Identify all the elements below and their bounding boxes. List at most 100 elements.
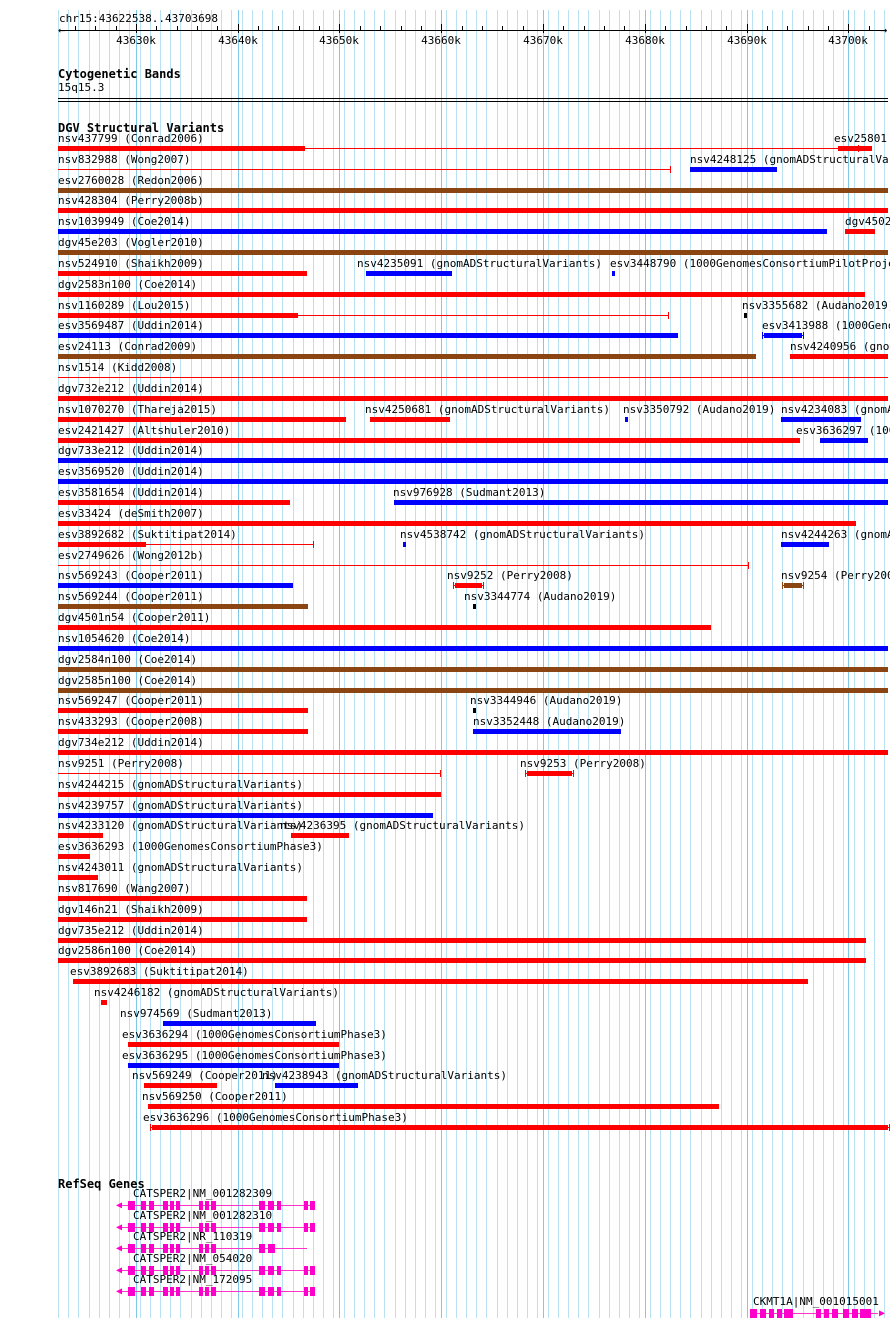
dgv-variant-label[interactable]: nsv428304 (Perry2008b) bbox=[58, 194, 204, 207]
gene-exon[interactable] bbox=[211, 1287, 216, 1296]
dgv-variant-bar[interactable] bbox=[58, 708, 308, 713]
dgv-variant-label[interactable]: esv33424 (deSmith2007) bbox=[58, 507, 204, 520]
gene-exon[interactable] bbox=[304, 1266, 308, 1275]
dgv-variant-label[interactable]: esv2421427 (Altshuler2010) bbox=[58, 424, 231, 437]
gene-exon[interactable] bbox=[199, 1223, 203, 1232]
gene-exon[interactable] bbox=[268, 1287, 274, 1296]
dgv-variant-bar[interactable] bbox=[58, 625, 711, 630]
axis-arrow-left[interactable]: ← bbox=[58, 23, 66, 37]
dgv-variant-label[interactable]: nsv9253 (Perry2008) bbox=[520, 757, 646, 770]
dgv-variant-bar[interactable] bbox=[58, 458, 888, 463]
dgv-variant-bar[interactable] bbox=[403, 542, 406, 547]
gene-exon[interactable] bbox=[170, 1201, 174, 1210]
dgv-variant-label[interactable]: nsv4248125 (gnomADStructuralVariants) bbox=[690, 153, 890, 166]
gene-exon[interactable] bbox=[816, 1309, 821, 1318]
gene-exon[interactable] bbox=[310, 1266, 315, 1275]
dgv-variant-label[interactable]: dgv2584n100 (Coe2014) bbox=[58, 653, 198, 666]
dgv-variant-bar[interactable] bbox=[58, 313, 298, 318]
dgv-variant-label[interactable]: nsv4234083 (gnomADStructuralVariants) bbox=[781, 403, 890, 416]
gene-label[interactable]: CATSPER2|NM_001282309 bbox=[133, 1187, 273, 1200]
gene-exon[interactable] bbox=[259, 1244, 265, 1253]
dgv-variant-label[interactable]: esv3636293 (1000GenomesConsortiumPhase3) bbox=[58, 840, 323, 853]
coordinate-ruler[interactable]: chr15:43622538..43703698 ← → 43630k 43640… bbox=[0, 0, 890, 56]
gene-exon[interactable] bbox=[750, 1309, 757, 1318]
dgv-variant-line[interactable] bbox=[58, 377, 888, 378]
dgv-variant-label[interactable]: nsv4239757 (gnomADStructuralVariants) bbox=[58, 799, 304, 812]
dgv-variant-bar[interactable] bbox=[58, 333, 678, 338]
gene-exon[interactable] bbox=[163, 1201, 168, 1210]
dgv-variant-bar[interactable] bbox=[58, 604, 308, 609]
dgv-variant-bar[interactable] bbox=[128, 1042, 339, 1047]
dgv-variant-label[interactable]: nsv569243 (Cooper2011) bbox=[58, 569, 204, 582]
gene-label[interactable]: CKMT1A|NM_001015001 bbox=[753, 1295, 879, 1308]
dgv-variant-bar[interactable] bbox=[275, 1083, 358, 1088]
dgv-variant-label[interactable]: esv3636294 (1000GenomesConsortiumPhase3) bbox=[122, 1028, 387, 1041]
gene-exon[interactable] bbox=[141, 1266, 146, 1275]
dgv-variant-bar[interactable] bbox=[473, 604, 476, 609]
gene-exon[interactable] bbox=[852, 1309, 858, 1318]
dgv-variant-line[interactable] bbox=[58, 148, 858, 149]
dgv-variant-label[interactable]: esv25801 bbox=[834, 132, 887, 145]
gene-exon[interactable] bbox=[277, 1266, 281, 1275]
dgv-variant-label[interactable]: nsv817690 (Wang2007) bbox=[58, 882, 191, 895]
dgv-variant-label[interactable]: nsv4240956 (gnomADStructuralVariants) bbox=[790, 340, 890, 353]
gene-exon[interactable] bbox=[211, 1201, 216, 1210]
dgv-variant-label[interactable]: dgv2583n100 (Coe2014) bbox=[58, 278, 198, 291]
dgv-variant-bar[interactable] bbox=[58, 271, 307, 276]
dgv-variant-label[interactable]: dgv146n21 (Shaikh2009) bbox=[58, 903, 204, 916]
dgv-variant-line[interactable] bbox=[58, 544, 313, 545]
gene-exon[interactable] bbox=[211, 1244, 216, 1253]
gene-exon[interactable] bbox=[843, 1309, 849, 1318]
dgv-variant-label[interactable]: esv3569487 (Uddin2014) bbox=[58, 319, 204, 332]
gene-exon[interactable] bbox=[310, 1223, 315, 1232]
dgv-variant-line[interactable] bbox=[58, 565, 748, 566]
dgv-variant-bar[interactable] bbox=[58, 521, 856, 526]
gene-exon[interactable] bbox=[199, 1287, 203, 1296]
gene-exon[interactable] bbox=[259, 1287, 265, 1296]
gene-label[interactable]: CATSPER2|NM_172095 bbox=[133, 1273, 253, 1286]
dgv-variant-label[interactable]: nsv832988 (Wong2007) bbox=[58, 153, 191, 166]
dgv-variant-bar[interactable] bbox=[58, 938, 866, 943]
dgv-variant-label[interactable]: nsv569247 (Cooper2011) bbox=[58, 694, 204, 707]
dgv-variant-bar[interactable] bbox=[58, 688, 888, 693]
gene-exon[interactable] bbox=[259, 1201, 265, 1210]
gene-exon[interactable] bbox=[128, 1266, 135, 1275]
dgv-variant-bar[interactable] bbox=[58, 479, 888, 484]
gene-exon[interactable] bbox=[268, 1244, 275, 1253]
dgv-variant-bar[interactable] bbox=[58, 250, 888, 255]
gene-exon[interactable] bbox=[211, 1266, 216, 1275]
dgv-variant-bar[interactable] bbox=[291, 833, 349, 838]
dgv-variant-bar[interactable] bbox=[58, 896, 307, 901]
dgv-variant-bar[interactable] bbox=[625, 417, 628, 422]
dgv-variant-bar[interactable] bbox=[366, 271, 452, 276]
dgv-variant-label[interactable]: nsv974569 (Sudmant2013) bbox=[120, 1007, 273, 1020]
gene-exon[interactable] bbox=[205, 1244, 209, 1253]
dgv-variant-label[interactable]: dgv4502n54 (Coe2014) bbox=[845, 215, 890, 228]
gene-exon[interactable] bbox=[866, 1309, 871, 1318]
dgv-variant-bar[interactable] bbox=[58, 500, 290, 505]
dgv-variant-label[interactable]: dgv4501n54 (Cooper2011) bbox=[58, 611, 211, 624]
dgv-variant-label[interactable]: esv3581654 (Uddin2014) bbox=[58, 486, 204, 499]
dgv-variant-bar[interactable] bbox=[612, 271, 615, 276]
dgv-variant-bar[interactable] bbox=[394, 500, 888, 505]
gene-exon[interactable] bbox=[277, 1287, 281, 1296]
gene-exon[interactable] bbox=[824, 1309, 829, 1318]
dgv-variant-label[interactable]: nsv9252 (Perry2008) bbox=[447, 569, 573, 582]
dgv-variant-label[interactable]: esv3569520 (Uddin2014) bbox=[58, 465, 204, 478]
dgv-variant-bar[interactable] bbox=[58, 813, 433, 818]
dgv-variant-label[interactable]: nsv4235091 (gnomADStructuralVariants) bbox=[357, 257, 603, 270]
dgv-variant-label[interactable]: esv3636295 (1000GenomesConsortiumPhase3) bbox=[122, 1049, 387, 1062]
gene-exon[interactable] bbox=[304, 1287, 308, 1296]
gene-exon[interactable] bbox=[170, 1223, 174, 1232]
gene-exon[interactable] bbox=[163, 1266, 168, 1275]
dgv-variant-bar[interactable] bbox=[473, 708, 476, 713]
dgv-variant-label[interactable]: esv24113 (Conrad2009) bbox=[58, 340, 198, 353]
dgv-variant-bar[interactable] bbox=[58, 396, 888, 401]
dgv-variant-label[interactable]: nsv4246182 (gnomADStructuralVariants) bbox=[94, 986, 340, 999]
dgv-variant-label[interactable]: nsv4243011 (gnomADStructuralVariants) bbox=[58, 861, 304, 874]
dgv-variant-label[interactable]: nsv3350792 (Audano2019) bbox=[623, 403, 776, 416]
gene-exon[interactable] bbox=[141, 1244, 146, 1253]
dgv-variant-label[interactable]: nsv4250681 (gnomADStructuralVariants) bbox=[365, 403, 611, 416]
axis-arrow-right[interactable]: → bbox=[880, 23, 888, 37]
dgv-variant-label[interactable]: esv2749626 (Wong2012b) bbox=[58, 549, 204, 562]
